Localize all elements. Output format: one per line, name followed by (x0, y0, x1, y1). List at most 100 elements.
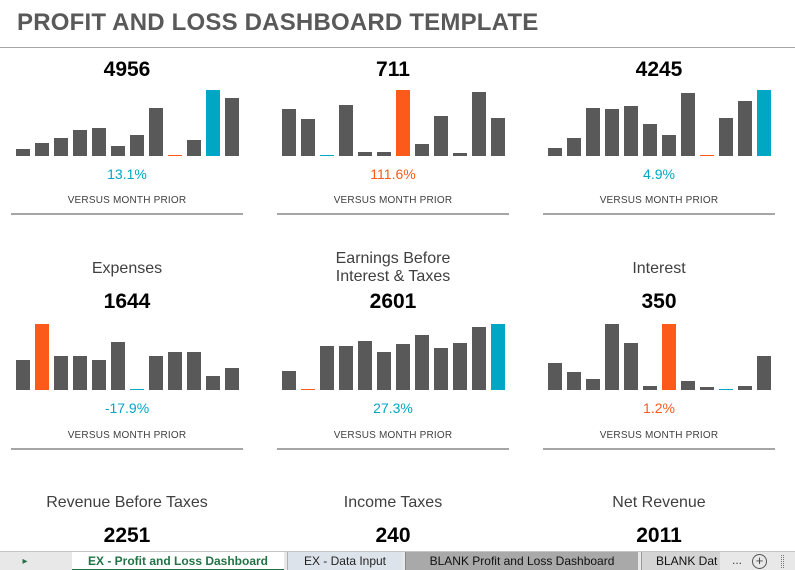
bar-2 (567, 372, 581, 390)
kpi-label: Earnings Before Interest & Taxes (335, 250, 451, 281)
kpi-value: 711 (376, 58, 410, 81)
bar-8 (415, 144, 429, 156)
tab-split-handle[interactable] (781, 555, 784, 568)
kpi-caption: VERSUS MONTH PRIOR (333, 430, 453, 441)
kpi-panel-expenses: Expenses 1644 -17.9% VERSUS MONTH PRIOR (11, 252, 243, 452)
bar-9 (700, 387, 714, 390)
bar-10 (187, 352, 201, 390)
tab-blank-data[interactable]: BLANK Dat (641, 552, 720, 570)
bar-6 (643, 124, 657, 156)
bar-9 (700, 155, 714, 156)
bar-3 (54, 138, 68, 156)
bar-11 (472, 92, 486, 156)
bar-11 (738, 101, 752, 156)
kpi-label: Net Revenue (612, 494, 706, 511)
bar-12 (491, 324, 505, 390)
bar-7 (396, 344, 410, 390)
bar-6 (111, 342, 125, 390)
bar-chart (277, 86, 509, 156)
tab-blank-profit-and-loss-dashboard[interactable]: BLANK Profit and Loss Dashboard (405, 552, 638, 570)
bar-6 (377, 352, 391, 390)
bar-12 (225, 98, 239, 156)
bar-8 (681, 381, 695, 390)
kpi-value: 240 (375, 524, 411, 547)
bar-12 (491, 118, 505, 156)
bar-9 (168, 352, 182, 390)
bar-9 (168, 155, 182, 156)
bar-1 (282, 109, 296, 156)
bar-chart (11, 320, 243, 390)
bar-8 (149, 356, 163, 390)
bar-5 (358, 152, 372, 156)
bar-1 (548, 363, 562, 390)
bar-3 (586, 108, 600, 156)
bar-5 (624, 106, 638, 156)
kpi-label: Revenue Before Taxes (46, 494, 208, 511)
kpi-value: 2251 (103, 524, 151, 547)
bar-chart (11, 86, 243, 156)
bar-8 (149, 108, 163, 156)
bar-1 (282, 371, 296, 390)
bar-10 (453, 153, 467, 156)
kpi-percent-change: 13.1% (107, 166, 147, 182)
more-tabs-button[interactable]: ... (731, 553, 742, 567)
tab-scroll-right-icon[interactable]: ▸ (22, 556, 28, 567)
kpi-percent-change: 27.3% (373, 400, 413, 416)
kpi-panel-interest: Interest 350 1.2% VERSUS MONTH PRIOR (543, 252, 775, 452)
bar-2 (35, 324, 49, 390)
bar-7 (662, 135, 676, 156)
bar-12 (757, 90, 771, 156)
panel-divider (277, 448, 509, 450)
kpi-label: Income Taxes (343, 494, 443, 511)
bar-4 (605, 324, 619, 390)
kpi-percent-change: -17.9% (104, 400, 150, 416)
bar-1 (548, 148, 562, 156)
tab-ex-profit-and-loss-dashboard[interactable]: EX - Profit and Loss Dashboard (72, 552, 284, 570)
kpi-caption: VERSUS MONTH PRIOR (599, 195, 719, 206)
bar-10 (719, 389, 733, 390)
kpi-value: 4245 (635, 58, 683, 81)
panel-divider (277, 213, 509, 215)
kpi-label: Interest (632, 260, 686, 277)
bar-4 (339, 346, 353, 390)
bar-12 (225, 368, 239, 390)
kpi-caption: VERSUS MONTH PRIOR (599, 430, 719, 441)
kpi-percent-change: 4.9% (643, 166, 675, 182)
kpi-panel-income-taxes: Income Taxes 240 (277, 486, 509, 550)
panel-divider (11, 213, 243, 215)
bar-4 (73, 356, 87, 390)
kpi-value: 1644 (103, 290, 151, 313)
bar-12 (757, 356, 771, 390)
panel-divider (11, 448, 243, 450)
bar-2 (301, 119, 315, 156)
bar-7 (130, 389, 144, 390)
title-bar: PROFIT AND LOSS DASHBOARD TEMPLATE (0, 0, 795, 48)
tab-ex-data-input[interactable]: EX - Data Input (287, 552, 402, 570)
bar-5 (358, 341, 372, 390)
bar-5 (92, 360, 106, 390)
bar-chart (543, 86, 775, 156)
kpi-value: 2601 (369, 290, 417, 313)
bar-11 (206, 376, 220, 390)
kpi-value: 350 (641, 290, 677, 313)
bar-11 (472, 327, 486, 390)
bar-2 (35, 143, 49, 156)
bar-9 (434, 116, 448, 156)
bar-5 (624, 343, 638, 390)
bar-chart (277, 320, 509, 390)
kpi-label: Expenses (91, 260, 163, 277)
bar-9 (434, 348, 448, 390)
bar-chart (543, 320, 775, 390)
kpi-value: 2011 (636, 524, 682, 547)
kpi-value: 4956 (103, 58, 151, 81)
kpi-caption: VERSUS MONTH PRIOR (67, 195, 187, 206)
bar-10 (453, 343, 467, 390)
kpi-panel-2: 711 111.6% VERSUS MONTH PRIOR (277, 48, 509, 218)
page-title: PROFIT AND LOSS DASHBOARD TEMPLATE (17, 9, 539, 36)
bar-10 (187, 140, 201, 156)
add-sheet-icon[interactable]: + (752, 554, 767, 569)
bar-4 (73, 130, 87, 156)
bar-3 (320, 155, 334, 156)
kpi-panel-net-revenue: Net Revenue 2011 (543, 486, 775, 550)
kpi-panel-1: 4956 13.1% VERSUS MONTH PRIOR (11, 48, 243, 218)
